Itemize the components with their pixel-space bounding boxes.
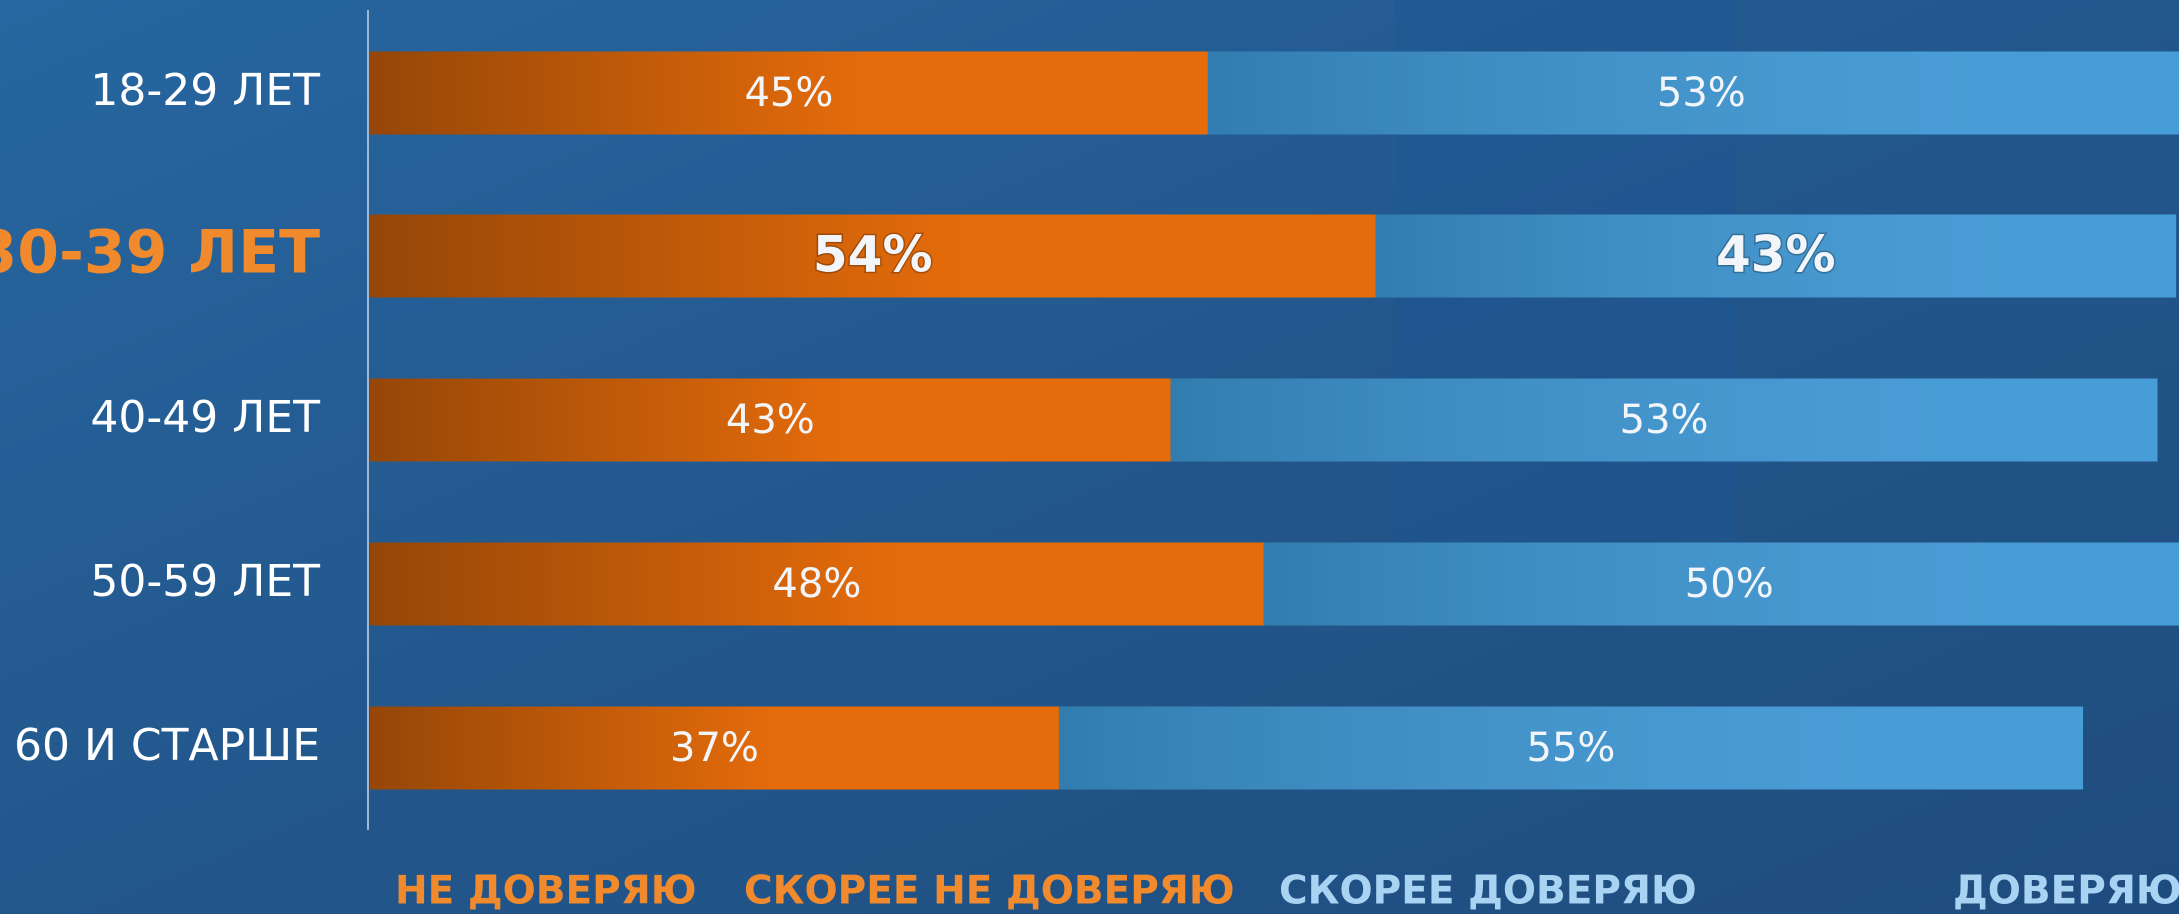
value-label: 48% xyxy=(772,561,861,607)
bar-shade xyxy=(1207,51,2179,135)
bar-shade xyxy=(1058,706,2084,790)
value-label: 37% xyxy=(670,725,759,771)
value-label: 43% xyxy=(726,397,815,443)
category-label: 60 И СТАРШЕ xyxy=(14,720,320,771)
category-label: 18-29 ЛЕТ xyxy=(90,65,320,116)
value-label: 54% xyxy=(813,226,933,284)
bar-shade xyxy=(370,51,1208,135)
bar-shade xyxy=(370,706,1059,790)
legend-label: ДОВЕРЯЮ xyxy=(1953,869,2179,914)
value-label: 43% xyxy=(1716,226,1836,284)
value-label: 45% xyxy=(744,70,833,116)
value-label: 53% xyxy=(1620,397,1709,443)
bar-shade xyxy=(1375,214,2177,298)
legend-label: СКОРЕЕ ДОВЕРЯЮ xyxy=(1279,869,1697,914)
category-label: 30-39 ЛЕТ xyxy=(0,218,320,288)
bar-shade xyxy=(370,542,1264,626)
bar-shade xyxy=(370,214,1376,298)
category-label: 50-59 ЛЕТ xyxy=(90,556,320,607)
bar-shade xyxy=(1263,542,2179,626)
legend-label: НЕ ДОВЕРЯЮ xyxy=(395,869,697,914)
legend-label: СКОРЕЕ НЕ ДОВЕРЯЮ xyxy=(744,869,1235,914)
category-label: 40-49 ЛЕТ xyxy=(90,392,320,443)
value-label: 50% xyxy=(1685,561,1774,607)
value-label: 53% xyxy=(1657,70,1746,116)
bar-shade xyxy=(1170,378,2158,462)
bar-shade xyxy=(370,378,1171,462)
value-label: 55% xyxy=(1527,725,1616,771)
